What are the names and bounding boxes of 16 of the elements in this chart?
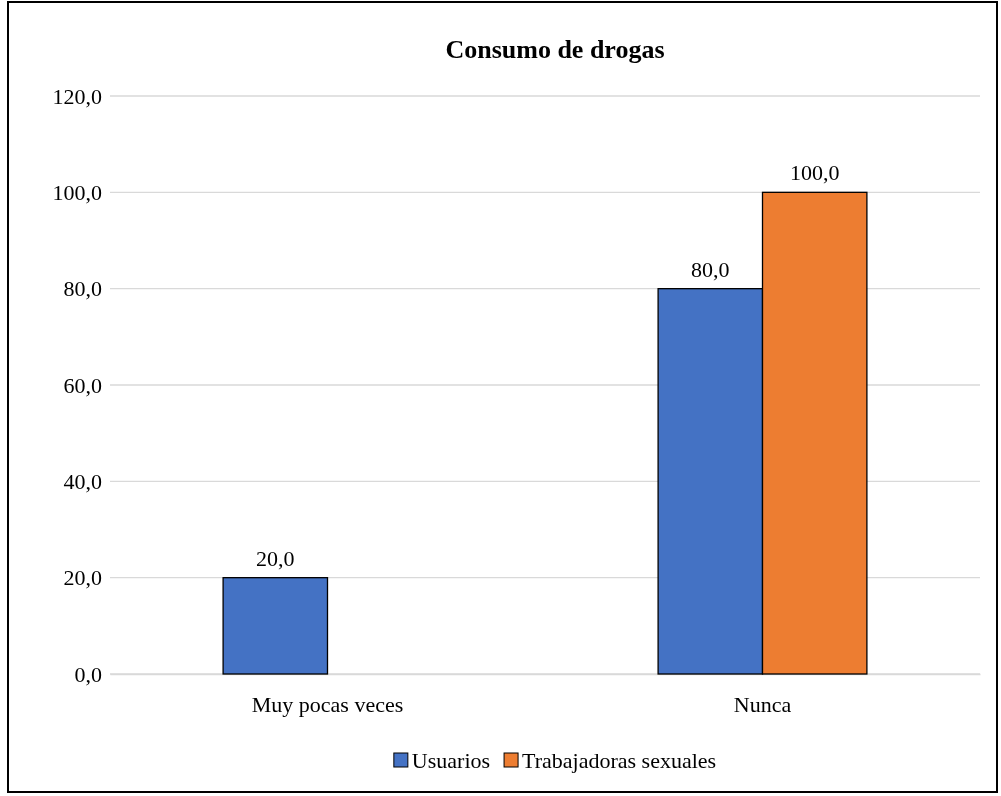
y-tick-label: 100,0 — [52, 179, 102, 205]
bar — [222, 577, 329, 675]
data-label: 100,0 — [789, 160, 840, 186]
y-tick-label: 120,0 — [52, 83, 102, 109]
data-label: 20,0 — [256, 545, 295, 571]
y-tick-label: 40,0 — [63, 468, 102, 494]
y-tick-label: 20,0 — [63, 565, 102, 591]
legend-label: Usuarios — [411, 748, 491, 773]
y-tick-label: 60,0 — [63, 372, 102, 398]
legend-label: Trabajadoras sexuales — [522, 748, 717, 773]
chart-title: Consumo de drogas — [445, 35, 665, 64]
data-label: 80,0 — [691, 256, 730, 282]
x-tick-label: Nunca — [733, 691, 792, 717]
x-tick-label: Muy pocas veces — [251, 691, 404, 717]
y-tick-label: 0,0 — [74, 661, 102, 687]
y-tick-label: 80,0 — [63, 276, 102, 302]
